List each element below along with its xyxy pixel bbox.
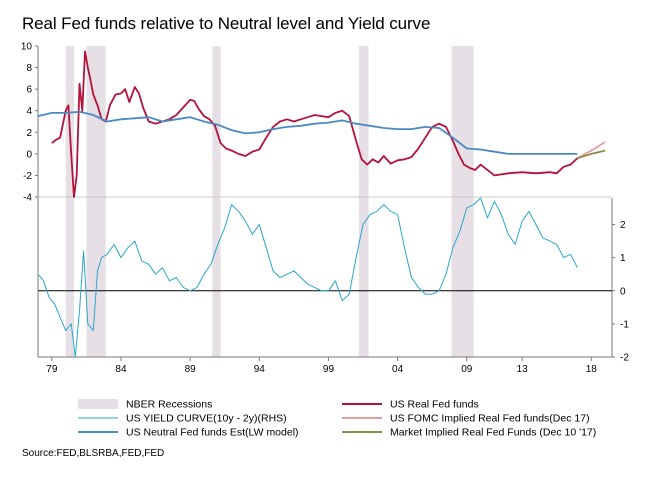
x-tick-label: 09 [461,364,473,375]
y-tick-label-right: 2 [620,220,626,231]
recession-band [451,46,474,357]
x-tick-label: 18 [586,364,598,375]
y-tick-label-right: 1 [620,253,626,264]
x-tick-label: 94 [254,364,266,375]
series-line [37,110,578,155]
series-lines [37,50,606,358]
y-tick-label-left: 8 [26,63,32,74]
y-tick-label-left: 6 [26,85,32,96]
x-tick-label: 13 [517,364,529,375]
legend-label: NBER Recessions [126,399,212,411]
legend-label: Market Implied Real Fed Funds (Dec 10 '1… [390,427,596,439]
y-tick-label-left: 2 [26,128,32,139]
chart-title: Real Fed funds relative to Neutral level… [22,14,431,33]
legend: NBER Recessions US Real Fed funds US YIELD… [78,399,596,439]
y-tick-label-left: 4 [26,106,32,117]
panel-frames [37,46,613,358]
source-note: Source:FED,BLSRBA,FED,FED [22,448,165,459]
y-tick-label-right: -1 [620,319,629,330]
legend-label: US Real Fed funds [390,399,479,411]
y-tick-label-left: 10 [21,42,33,53]
recession-band [86,46,106,357]
recession-band [65,46,74,357]
series-line [576,141,606,159]
recession-bands [65,46,474,357]
x-tick-label: 79 [46,364,58,375]
legend-label: US Neutral Fed funds Est(LW model) [126,427,299,439]
legend-label: US YIELD CURVE(10y - 2y)(RHS) [126,413,287,425]
y-tick-label-right: -2 [620,353,629,364]
series-line [577,149,606,160]
recession-band [212,46,221,357]
series-line [37,197,578,358]
x-tick-label: 99 [323,364,335,375]
y-tick-label-left: -2 [23,171,32,182]
x-tick-label: 89 [185,364,197,375]
y-tick-label-left: 0 [26,149,32,160]
legend-label: US FOMC Implied Real Fed funds(Dec 17) [390,413,590,425]
y-tick-label-left: -4 [23,193,32,204]
x-tick-label: 84 [115,364,127,375]
legend-swatch [78,399,118,409]
y-tick-label-right: 0 [620,286,626,297]
x-tick-label: 04 [392,364,404,375]
recession-band [358,46,369,357]
